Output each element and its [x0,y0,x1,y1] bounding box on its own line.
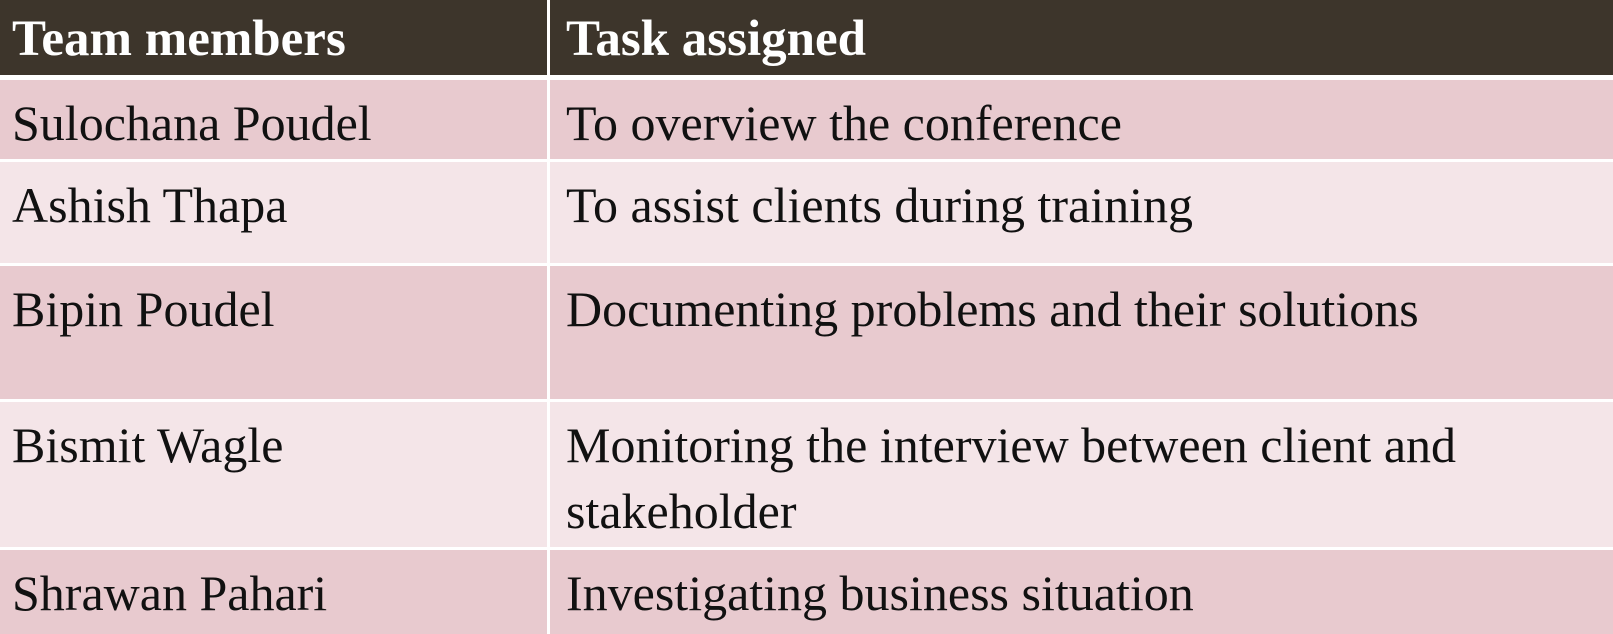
task-cell: Documenting problems and their solutions [550,266,1613,402]
task-cell: Investigating business situation [550,550,1613,634]
member-cell: Sulochana Poudel [0,80,550,162]
member-cell: Shrawan Pahari [0,550,550,634]
header-team-members: Team members [0,0,550,80]
task-cell: To assist clients during training [550,162,1613,266]
header-task-assigned: Task assigned [550,0,1613,80]
member-cell: Bipin Poudel [0,266,550,402]
task-cell: To overview the conference [550,80,1613,162]
task-cell: Monitoring the interview between client … [550,402,1613,550]
member-cell: Bismit Wagle [0,402,550,550]
member-cell: Ashish Thapa [0,162,550,266]
